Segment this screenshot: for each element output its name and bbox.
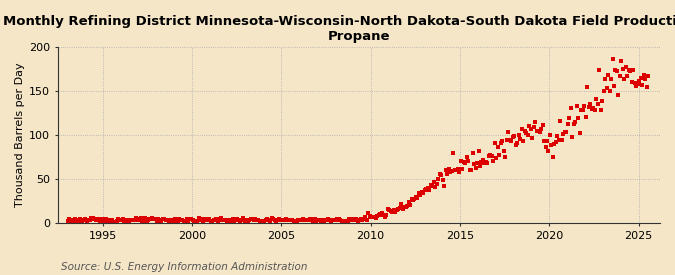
Y-axis label: Thousand Barrels per Day: Thousand Barrels per Day (15, 63, 25, 207)
Text: Source: U.S. Energy Information Administration: Source: U.S. Energy Information Administ… (61, 262, 307, 272)
Title: Monthly Refining District Minnesota-Wisconsin-North Dakota-South Dakota Field Pr: Monthly Refining District Minnesota-Wisc… (3, 15, 675, 43)
